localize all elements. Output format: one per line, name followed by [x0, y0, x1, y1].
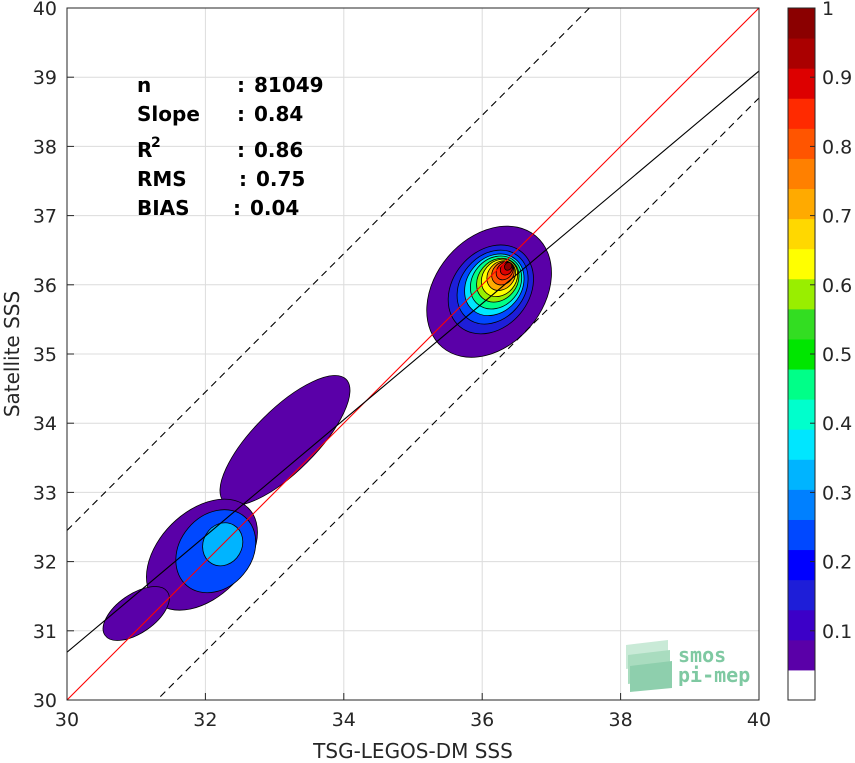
- colorbar: 0.1 0.2 0.3 0.4 0.5 0.6 0.7 0.8 0.9 1: [787, 0, 852, 701]
- y-tick-label: 30: [33, 690, 57, 712]
- x-tick-label: 38: [609, 709, 633, 731]
- logo-line2: pi-mep: [678, 663, 750, 687]
- x-axis-ticks: 30 32 34 36 38 40: [55, 693, 771, 731]
- stat-separator: :: [237, 73, 245, 97]
- stat-label: BIAS: [137, 196, 190, 220]
- colorbar-tick-label: 0.9: [822, 67, 852, 89]
- colorbar-tick-label: 0.4: [822, 413, 852, 435]
- colorbar-segment: [788, 38, 815, 69]
- colorbar-segment: [788, 248, 815, 280]
- y-tick-label: 34: [33, 413, 57, 435]
- colorbar-tick-label: 1: [822, 0, 834, 20]
- y-tick-label: 39: [33, 67, 57, 89]
- colorbar-segment: [788, 429, 815, 460]
- x-tick-label: 30: [55, 709, 79, 731]
- colorbar-segment: [788, 218, 815, 250]
- colorbar-segment: [788, 68, 815, 99]
- stat-label: n: [137, 73, 151, 97]
- contour-level-22: [503, 262, 513, 271]
- colorbar-tick-label: 0.2: [822, 552, 852, 574]
- y-tick-label: 33: [33, 482, 57, 504]
- stats-box: n:81049Slope:0.84R2:0.86RMS:0.75BIAS:0.0…: [137, 73, 324, 220]
- colorbar-segment: [788, 519, 815, 551]
- y-tick-label: 36: [33, 275, 57, 297]
- smos-pi-mep-logo: smos pi-mep: [626, 640, 750, 692]
- colorbar-tick-label: 0.3: [822, 482, 852, 504]
- colorbar-segment: [788, 459, 815, 490]
- reference-lines: [67, 8, 759, 700]
- stat-value: 0.84: [254, 102, 303, 126]
- logo-line1: smos: [678, 643, 726, 667]
- y-tick-label: 40: [33, 0, 57, 20]
- stat-separator: :: [233, 196, 241, 220]
- colorbar-segment: [788, 278, 815, 310]
- colorbar-segment: [788, 399, 815, 430]
- x-axis-label: TSG-LEGOS-DM SSS: [312, 739, 513, 763]
- y-tick-label: 32: [33, 552, 57, 574]
- colorbar-segment: [788, 188, 815, 220]
- colorbar-tick-label: 0.6: [822, 275, 852, 297]
- contour-level-1: [102, 586, 170, 641]
- x-tick-label: 32: [193, 709, 217, 731]
- y-axis-label: Satellite SSS: [0, 291, 24, 417]
- stat-value: 0.75: [256, 167, 305, 191]
- stat-label: Slope: [137, 102, 200, 126]
- x-tick-label: 36: [470, 709, 494, 731]
- colorbar-tick-label: 0.8: [822, 136, 852, 158]
- colorbar-segment: [788, 308, 815, 340]
- identity-line: [67, 8, 759, 700]
- stat-separator: :: [239, 167, 247, 191]
- colorbar-tick-label: 0.5: [822, 344, 852, 366]
- stat-label: RMS: [137, 167, 187, 191]
- colorbar-tick-label: 0.1: [822, 621, 852, 643]
- colorbar-segment: [788, 158, 815, 190]
- stat-separator: :: [237, 138, 245, 162]
- regression-line: [67, 70, 759, 653]
- y-tick-label: 31: [33, 621, 57, 643]
- colorbar-segment: [788, 369, 815, 400]
- colorbar-segment: [788, 128, 815, 159]
- x-tick-label: 40: [747, 709, 771, 731]
- colorbar-segment: [788, 579, 815, 611]
- y-tick-label: 35: [33, 344, 57, 366]
- colorbar-segment: [788, 669, 815, 701]
- y-axis-ticks: 30 31 32 33 34 35 36 37 38 39 40: [33, 0, 74, 712]
- colorbar-segment: [788, 98, 815, 129]
- stat-value: 0.86: [254, 138, 303, 162]
- logo-waves-icon: [626, 640, 672, 692]
- colorbar-segment: [788, 639, 815, 671]
- stat-label: R: [137, 138, 152, 162]
- y-tick-label: 37: [33, 206, 57, 228]
- stat-separator: :: [237, 102, 245, 126]
- stat-value: 81049: [254, 73, 324, 97]
- x-tick-label: 34: [332, 709, 356, 731]
- colorbar-segment: [788, 8, 815, 39]
- colorbar-segment: [788, 609, 815, 641]
- y-tick-label: 38: [33, 136, 57, 158]
- stat-superscript: 2: [151, 135, 161, 151]
- colorbar-tick-label: 0.7: [822, 206, 852, 228]
- colorbar-segment: [788, 549, 815, 581]
- colorbar-segment: [788, 489, 815, 520]
- stat-value: 0.04: [250, 196, 299, 220]
